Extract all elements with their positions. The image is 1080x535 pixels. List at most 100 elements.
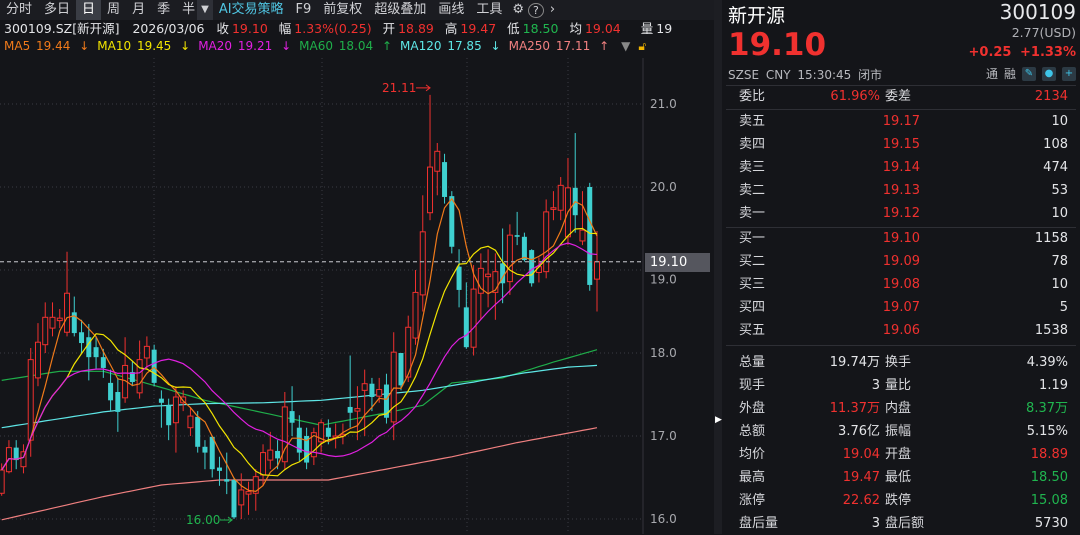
tab-multi-day[interactable]: 多日 [44, 2, 71, 17]
high-label: 高 [444, 21, 458, 36]
stock-name: 新开源 [728, 5, 786, 27]
level-label: 买一 [739, 231, 766, 246]
avg-label: 均 [569, 21, 582, 36]
bid-level[interactable]: 买二 19.09 78 [722, 250, 1080, 273]
stat-value: 18.50 [1030, 470, 1068, 485]
pencil-icon[interactable]: ✎ [1022, 66, 1036, 81]
ma10-line [1, 227, 598, 477]
trend-arrow-icon: ↓ [490, 39, 501, 53]
divider [726, 109, 1076, 110]
candle-up [405, 326, 412, 378]
tab-quarterly[interactable]: 季 [157, 2, 171, 17]
ai-strategy-button[interactable]: AI交易策略 [218, 2, 284, 17]
candle-up [56, 317, 63, 322]
trend-arrow-icon: ↑ [599, 39, 610, 53]
tab-weekly[interactable]: 周 [107, 2, 121, 17]
plus-icon[interactable]: + [1062, 66, 1076, 81]
gear-icon[interactable]: ⚙ [512, 2, 525, 17]
period-dropdown-icon[interactable]: ▼ [197, 0, 213, 20]
ask-level[interactable]: 卖一 19.12 10 [722, 202, 1080, 225]
ma-settings-dropdown-icon[interactable]: ▼ [621, 39, 631, 53]
max-price-label: 21.11 [382, 81, 416, 95]
bid-level[interactable]: 买五 19.06 1538 [722, 319, 1080, 342]
tab-half-year[interactable]: 半 [182, 2, 196, 17]
candle-up [187, 415, 194, 429]
candle-down [500, 263, 506, 284]
level-price: 19.08 [882, 277, 920, 292]
candle-up [49, 316, 56, 329]
candle-up [245, 491, 252, 495]
level-price: 19.17 [882, 114, 920, 129]
ma20-line [1, 242, 598, 471]
candle-down [129, 372, 135, 383]
forward-adjust-button[interactable]: 前复权 [323, 2, 363, 17]
stat-value: 19.74万 [829, 355, 880, 370]
help-icon[interactable]: ? [528, 2, 544, 18]
rong-tag: 融 [1003, 67, 1016, 81]
currency: CNY [765, 68, 791, 82]
ma-legend-row: MA5 19.44 ↓ MA10 19.45 ↓ MA20 19.21 ↓ MA60 … [4, 38, 647, 55]
candle-up [310, 432, 317, 458]
weicha-value: 2134 [1034, 89, 1068, 104]
tab-daily[interactable]: 日 [76, 0, 102, 20]
trend-arrow-icon: ↑ [381, 39, 393, 53]
ma-legend-ma20: MA20 19.21 ↓ [198, 39, 297, 53]
f9-button[interactable]: F9 [295, 2, 312, 17]
tools-button[interactable]: 工具 [476, 2, 503, 17]
y-tick-label: 16.0 [650, 512, 677, 526]
super-overlay-button[interactable]: 超级叠加 [374, 2, 427, 17]
stat-value: 18.89 [1030, 447, 1068, 462]
candle-down [514, 235, 520, 237]
candle-up [318, 422, 325, 443]
avg-value: 19.04 [584, 21, 621, 36]
chevron-right-icon[interactable]: › [549, 2, 556, 17]
stat-row: 盘后量 3 盘后额 5730 [722, 512, 1080, 535]
ask-level[interactable]: 卖二 19.13 53 [722, 179, 1080, 202]
level-qty: 1538 [1034, 323, 1068, 338]
level-qty: 474 [1043, 160, 1068, 175]
level-label: 卖四 [739, 137, 766, 152]
y-tick-label: 17.0 [650, 429, 677, 443]
candle-down [100, 357, 106, 368]
order-ratio-row: 委比 61.96% 委差 2134 [722, 85, 1080, 108]
lock-icon[interactable]: 🔓︎ [638, 39, 647, 53]
tab-intraday[interactable]: 分时 [6, 2, 33, 17]
candle-down [369, 383, 375, 397]
arrow-right-icon [416, 84, 431, 92]
stat-value: 3 [871, 378, 880, 393]
candle-up [281, 406, 288, 463]
candle-up [550, 207, 557, 210]
candle-up [361, 383, 368, 391]
trend-arrow-icon: ↓ [180, 39, 191, 53]
stat-value: 22.62 [842, 493, 880, 508]
change-value: 1.33%(0.25) [294, 21, 372, 36]
y-tick-label: 21.0 [650, 97, 677, 111]
y-tick-label: 20.0 [650, 180, 677, 194]
ma-legend-ma250: MA250 17.11 ↑ [509, 39, 616, 53]
ma5-line [1, 197, 598, 493]
ask-level[interactable]: 卖五 19.17 10 [722, 110, 1080, 133]
candle-up [485, 273, 492, 278]
open-label: 开 [382, 21, 396, 36]
stat-label: 内盘 [885, 401, 912, 416]
bid-level[interactable]: 买一 19.10 1158 [722, 227, 1080, 250]
candlestick-chart[interactable]: 21.0 20.0 19.0 18.0 17.0 16.0 21.11 16.00 [0, 0, 714, 534]
change-label: 幅 [278, 21, 292, 36]
bell-icon[interactable]: ● [1042, 66, 1056, 81]
panel-actions: 通 融 ✎ ● + [986, 65, 1076, 82]
draw-line-button[interactable]: 画线 [438, 2, 465, 17]
stat-row: 总量 19.74万 换手 4.39% [722, 351, 1080, 374]
tab-monthly[interactable]: 月 [132, 2, 146, 17]
ask-level[interactable]: 卖四 19.15 108 [722, 133, 1080, 156]
collapse-panel-icon[interactable]: ▶ [715, 415, 722, 425]
market-status: 闭市 [858, 68, 883, 82]
ask-level[interactable]: 卖三 19.14 474 [722, 156, 1080, 179]
panel-divider[interactable] [714, 0, 722, 534]
bid-level[interactable]: 买四 19.07 5 [722, 296, 1080, 319]
ma-label: MA250 [508, 39, 551, 53]
candle-down [13, 447, 19, 461]
candle-down [275, 450, 281, 459]
stat-label: 量比 [885, 378, 912, 393]
price-change: +0.25 +1.33% [969, 45, 1077, 60]
bid-level[interactable]: 买三 19.08 10 [722, 273, 1080, 296]
